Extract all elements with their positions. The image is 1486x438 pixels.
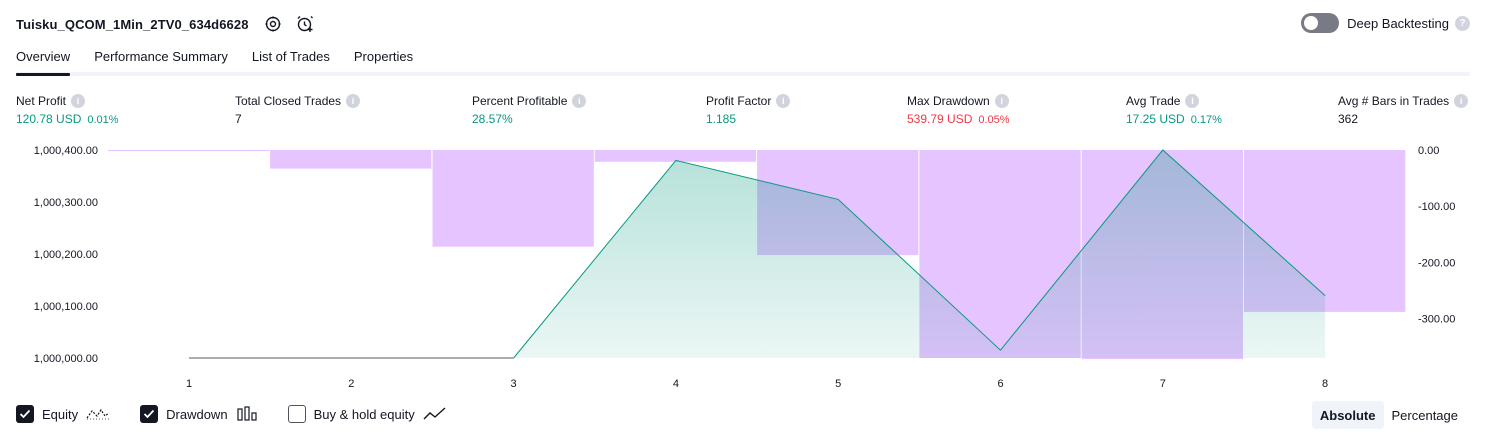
left-axis-tick: 1,000,100.00 xyxy=(34,301,98,313)
equity-drawdown-chart[interactable]: 1,000,400.00 1,000,300.00 1,000,200.00 1,00… xyxy=(0,140,1486,398)
gear-icon[interactable] xyxy=(263,14,283,34)
drawdown-bar xyxy=(270,150,432,169)
stat-avg-trade: Avg Trade i 17.25 USD 0.17% xyxy=(1126,93,1222,126)
stat-label: Net Profit xyxy=(16,94,67,108)
x-axis-tick: 5 xyxy=(835,378,841,390)
equity-line xyxy=(513,149,1326,359)
drawdown-bar xyxy=(107,150,270,152)
stat-net-profit: Net Profit i 120.78 USD 0.01% xyxy=(16,93,119,126)
buy-hold-label: Buy & hold equity xyxy=(313,406,415,422)
stat-label: Max Drawdown xyxy=(907,94,990,108)
value-mode-switch: Absolute Percentage xyxy=(1311,401,1466,429)
equity-line-icon xyxy=(86,406,110,422)
stat-avg-bars: Avg # Bars in Trades i 362 xyxy=(1338,93,1469,126)
stat-value: 1.185 xyxy=(706,112,737,126)
info-icon[interactable]: i xyxy=(994,94,1009,108)
chart-legend: Equity Drawdown Buy & hold equity xyxy=(16,403,477,425)
strategy-name: Tuisku_QCOM_1Min_2TV0_634d6628 xyxy=(16,16,249,32)
info-icon[interactable]: i xyxy=(572,94,587,108)
stat-label: Profit Factor xyxy=(706,94,772,108)
stat-label: Avg Trade xyxy=(1126,94,1181,108)
info-icon[interactable]: i xyxy=(1185,94,1200,108)
help-icon[interactable]: ? xyxy=(1455,15,1470,31)
right-axis-tick: -300.00 xyxy=(1418,314,1455,326)
stat-max-drawdown: Max Drawdown i 539.79 USD 0.05% xyxy=(907,93,1010,126)
info-icon[interactable]: i xyxy=(776,94,791,108)
legend-buy-hold[interactable]: Buy & hold equity xyxy=(287,405,447,423)
x-axis-tick: 1 xyxy=(186,378,192,390)
stat-value: 539.79 USD xyxy=(907,112,973,126)
equity-checkbox[interactable] xyxy=(16,405,34,423)
tab-list-of-trades[interactable]: List of Trades xyxy=(251,49,330,64)
stat-label: Percent Profitable xyxy=(472,94,568,108)
drawdown-bar xyxy=(594,150,757,162)
buy-hold-checkbox[interactable] xyxy=(287,405,306,423)
x-axis-tick: 7 xyxy=(1160,378,1166,390)
info-icon[interactable]: i xyxy=(346,94,361,108)
left-axis-tick: 1,000,000.00 xyxy=(34,353,98,365)
legend-drawdown[interactable]: Drawdown xyxy=(140,405,257,423)
right-axis-tick: -200.00 xyxy=(1418,257,1455,269)
left-axis-tick: 1,000,400.00 xyxy=(34,145,98,157)
x-axis-tick: 4 xyxy=(673,378,679,390)
strategy-header: Tuisku_QCOM_1Min_2TV0_634d6628 xyxy=(16,12,315,36)
stat-label: Total Closed Trades xyxy=(235,94,342,108)
tab-properties[interactable]: Properties xyxy=(353,49,414,64)
deep-backtesting-toggle[interactable] xyxy=(1301,13,1340,33)
deep-backtesting-label: Deep Backtesting xyxy=(1347,15,1449,31)
x-axis-tick: 3 xyxy=(511,378,517,390)
equity-area xyxy=(189,150,1326,358)
deep-backtesting: Deep Backtesting ? xyxy=(1301,13,1470,33)
absolute-button[interactable]: Absolute xyxy=(1311,401,1384,429)
stat-value: 362 xyxy=(1338,112,1359,126)
right-axis-tick: -100.00 xyxy=(1418,201,1455,213)
stats-row: Net Profit i 120.78 USD 0.01% Total Closed… xyxy=(0,93,1486,133)
stat-value: 17.25 USD xyxy=(1126,112,1185,126)
info-icon[interactable]: i xyxy=(71,94,86,108)
tab-overview[interactable]: Overview xyxy=(16,46,71,76)
stat-pct: 0.01% xyxy=(87,114,119,126)
equity-label: Equity xyxy=(42,406,79,422)
tab-bar: Overview Performance Summary List of Tra… xyxy=(16,46,1470,76)
stat-value: 7 xyxy=(235,112,242,126)
right-axis-tick: 0.00 xyxy=(1418,145,1439,157)
x-axis-tick: 8 xyxy=(1322,378,1328,390)
stat-pct: 0.17% xyxy=(1190,114,1222,126)
stat-value: 120.78 USD xyxy=(16,112,82,126)
tab-performance-summary[interactable]: Performance Summary xyxy=(94,49,228,64)
percentage-button[interactable]: Percentage xyxy=(1391,407,1459,423)
stat-label: Avg # Bars in Trades xyxy=(1338,94,1450,108)
buy-hold-line-icon xyxy=(423,406,447,422)
drawdown-checkbox[interactable] xyxy=(140,405,159,423)
drawdown-bar xyxy=(432,150,594,247)
stat-total-closed-trades: Total Closed Trades i 7 xyxy=(235,93,361,126)
alarm-plus-icon[interactable] xyxy=(295,14,315,34)
legend-equity[interactable]: Equity xyxy=(16,405,110,423)
stat-pct: 0.05% xyxy=(978,114,1010,126)
info-icon[interactable]: i xyxy=(1454,94,1469,108)
stat-profit-factor: Profit Factor i 1.185 xyxy=(706,93,791,126)
stat-percent-profitable: Percent Profitable i 28.57% xyxy=(472,93,587,126)
drawdown-label: Drawdown xyxy=(166,406,228,422)
x-axis-tick: 6 xyxy=(997,378,1003,390)
left-axis-tick: 1,000,200.00 xyxy=(34,249,98,261)
drawdown-bars-icon xyxy=(236,406,258,422)
x-axis-tick: 2 xyxy=(348,378,354,390)
left-axis-tick: 1,000,300.00 xyxy=(34,197,98,209)
stat-value: 28.57% xyxy=(472,112,513,126)
